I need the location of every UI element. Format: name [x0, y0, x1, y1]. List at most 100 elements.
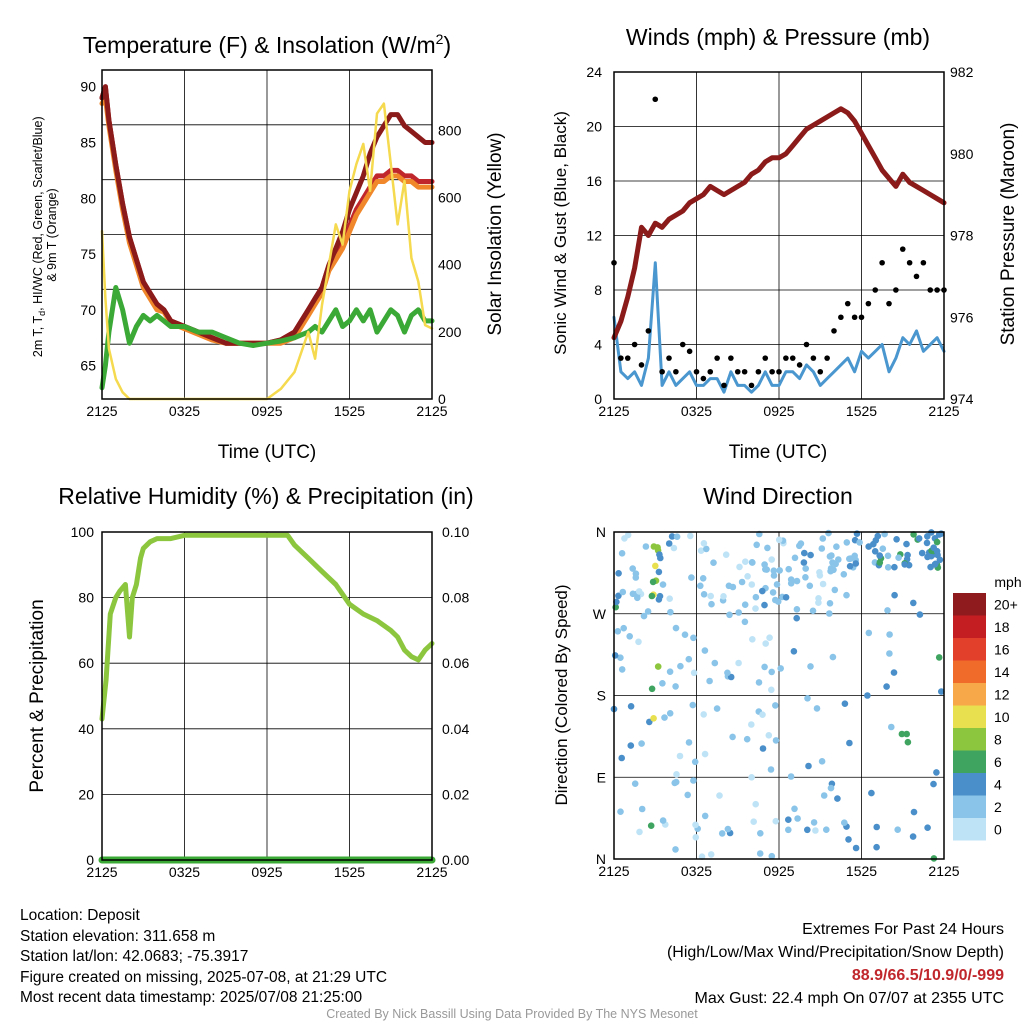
direction-point [797, 540, 805, 547]
direction-point [776, 567, 783, 574]
y-tick-label: 70 [80, 302, 96, 318]
direction-point [762, 640, 769, 647]
direction-point [713, 705, 721, 712]
gust-point [810, 355, 817, 361]
direction-point [916, 611, 924, 618]
direction-point [629, 565, 636, 572]
direction-point [735, 609, 742, 616]
direction-point [935, 654, 943, 661]
direction-point [829, 653, 837, 661]
gust-point [734, 368, 741, 375]
direction-point [642, 543, 650, 550]
temperature-ylabel-right: Solar Insolation (Yellow) [485, 132, 506, 335]
station-location: Location: Deposit [20, 907, 140, 924]
direction-point [876, 552, 883, 559]
legend-swatch [953, 683, 986, 706]
direction-point [690, 777, 697, 784]
direction-point [891, 563, 898, 571]
y-tick-label: 24 [586, 64, 602, 80]
direction-point [764, 544, 771, 552]
direction-point [903, 730, 910, 738]
t-d-line [99, 285, 435, 391]
y-tick-label: 600 [438, 190, 462, 206]
temperature-series [99, 84, 435, 401]
direction-point [793, 606, 801, 613]
direction-point [841, 819, 848, 826]
direction-point [819, 535, 827, 542]
direction-point [636, 828, 643, 836]
legend-label: 10 [994, 709, 1010, 725]
direction-point [697, 582, 704, 590]
direction-point [769, 589, 777, 596]
x-tick-label: 2125 [416, 864, 447, 880]
direction-point [893, 536, 900, 543]
direction-point [627, 703, 635, 710]
direction-point [827, 784, 835, 792]
gust-point [679, 341, 686, 348]
direction-point [701, 812, 709, 820]
direction-point [718, 830, 726, 837]
y-tick-label: 800 [438, 122, 462, 138]
direction-point [845, 836, 852, 843]
x-tick-label: 0925 [251, 403, 282, 419]
direction-point [827, 567, 834, 575]
direction-point [879, 545, 887, 552]
direction-point [768, 686, 775, 694]
extremes-values: 88.9/66.5/10.9/0/-999 [851, 967, 1004, 984]
y-tick-label: 20 [586, 119, 602, 135]
legend-label: 4 [994, 776, 1002, 792]
direction-point [626, 633, 633, 640]
direction-point [670, 544, 678, 552]
gust-point [741, 368, 748, 375]
legend-label: 20+ [994, 596, 1018, 612]
gust-point [776, 368, 782, 375]
y-tick-label: 978 [950, 228, 974, 244]
y-tick-label: N [596, 524, 606, 540]
direction-point [826, 610, 833, 617]
gust-point [838, 314, 844, 321]
direction-point [794, 815, 801, 822]
gust-point [865, 300, 872, 307]
direction-point [935, 531, 943, 538]
direction-point [742, 558, 749, 565]
legend-swatch [953, 728, 986, 751]
direction-point [903, 540, 910, 548]
temperature-xlabel: Time (UTC) [218, 442, 317, 463]
direction-point [741, 618, 749, 626]
gust-point [817, 368, 824, 375]
direction-point [871, 548, 879, 555]
legend-swatch [953, 705, 986, 728]
y-tick-label: 0 [438, 391, 446, 407]
direction-point [644, 608, 652, 615]
direction-point [933, 538, 941, 546]
direction-point [635, 638, 642, 646]
direction-point [909, 833, 917, 840]
direction-point [697, 547, 705, 554]
winds-xlabel: Time (UTC) [729, 442, 828, 463]
direction-point [910, 599, 917, 607]
direction-point [701, 647, 709, 654]
x-tick-label: 2125 [416, 403, 447, 419]
direction-point [744, 573, 751, 580]
gust-point [700, 375, 707, 382]
humidity-ylabel: Percent & Precipitation [27, 599, 48, 792]
direction-point [807, 551, 814, 559]
x-tick-label: 2125 [86, 864, 117, 880]
x-tick-label: 0325 [681, 863, 712, 879]
direction-point [843, 539, 851, 546]
winds-grid [614, 72, 944, 399]
direction-point [768, 556, 775, 563]
direction-point [823, 826, 830, 833]
direction-point [753, 541, 760, 549]
gust-point [728, 355, 734, 361]
direction-point [748, 721, 755, 728]
direction-point [851, 552, 858, 560]
direction-point [820, 792, 828, 799]
direction-point [884, 552, 892, 560]
temperature-grid [102, 70, 432, 399]
gust-point [858, 314, 865, 321]
direction-point [761, 601, 768, 609]
winds-frame [613, 71, 945, 400]
y-tick-label: 40 [78, 721, 94, 737]
direction-point [884, 564, 892, 571]
